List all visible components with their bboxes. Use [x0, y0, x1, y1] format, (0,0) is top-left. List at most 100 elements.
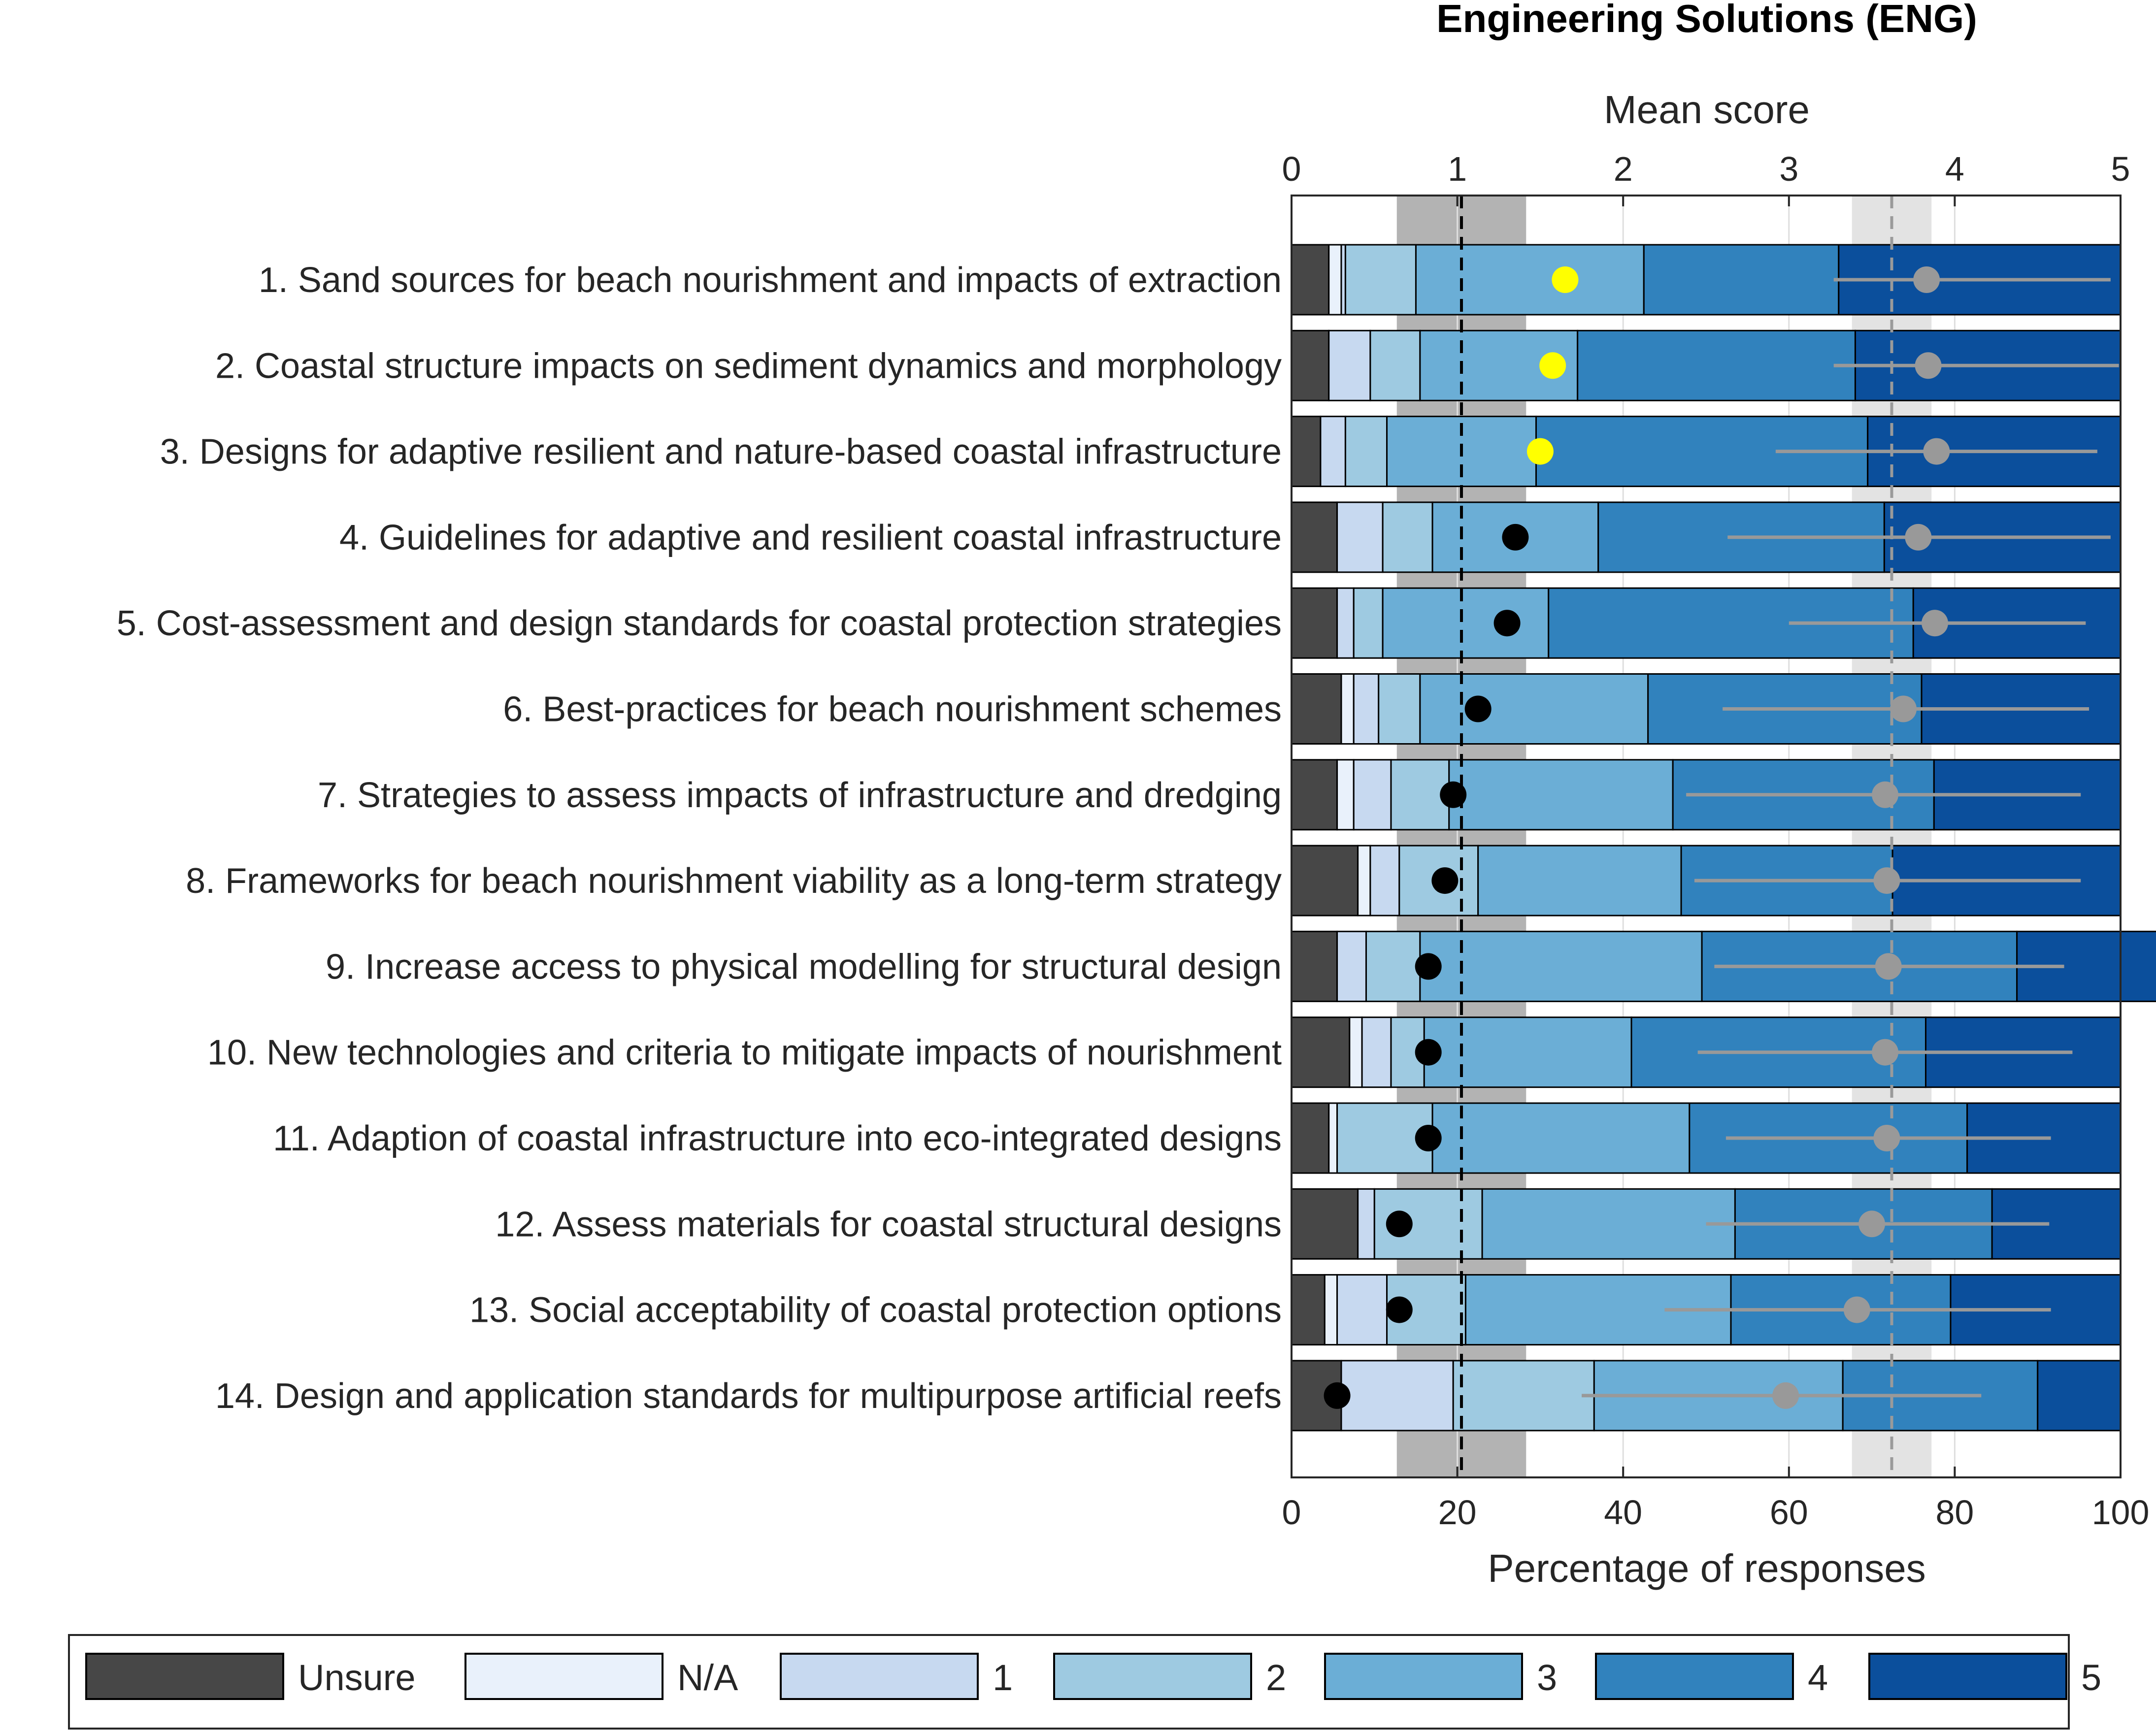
bar-segment: [1291, 587, 1338, 659]
legend-label: 1: [993, 1657, 1013, 1698]
category-label: 11. Adaption of coastal infrastructure i…: [273, 1119, 1282, 1158]
bar-segment: [1431, 1102, 1691, 1174]
mean-score-marker: [1890, 695, 1917, 722]
category-label: 13. Social acceptability of coastal prot…: [469, 1291, 1282, 1330]
bar-segment: [1320, 416, 1346, 488]
bar-segment: [1291, 930, 1338, 1002]
bar-segment: [1378, 673, 1421, 745]
bottom-tick-label: 100: [2092, 1493, 2150, 1532]
category-label: 10. New technologies and criteria to mit…: [207, 1033, 1282, 1073]
bar-segment: [1448, 759, 1674, 831]
percent-marker: [1526, 438, 1554, 465]
plot-area: 1. Sand sources for beach nourishment an…: [117, 150, 2156, 1532]
bar-segment: [1291, 416, 1322, 488]
bar-segment: [1291, 244, 1330, 316]
legend-swatch-n-a: [464, 1653, 663, 1700]
mean-score-marker: [1772, 1382, 1799, 1409]
top-tick-label: 4: [1945, 150, 1964, 188]
bar-segment: [1452, 1360, 1595, 1432]
chart-title: Engineering Solutions (ENG): [1436, 0, 1977, 40]
bar-segment: [1328, 329, 1371, 401]
mean-score-marker: [1915, 352, 1942, 379]
bar-segment: [1336, 587, 1355, 659]
bar-segment: [1415, 244, 1645, 316]
bar-segment: [1577, 329, 1856, 401]
mean-score-marker: [1872, 1039, 1899, 1066]
mean-score-marker: [1875, 953, 1902, 980]
bottom-tick-label: 80: [1935, 1493, 1974, 1532]
percent-marker: [1502, 523, 1529, 551]
legend-swatch-5: [1868, 1653, 2067, 1700]
bar-segment: [1357, 845, 1371, 916]
percent-marker: [1440, 781, 1467, 808]
category-label: 3. Designs for adaptive resilient and na…: [160, 432, 1282, 472]
top-tick-label: 1: [1448, 150, 1467, 188]
bar-segment: [1328, 244, 1342, 316]
percent-marker: [1431, 867, 1459, 894]
category-label: 5. Cost-assessment and design standards …: [117, 604, 1282, 643]
bar-segment: [1291, 501, 1338, 573]
legend-label: 2: [1266, 1657, 1286, 1698]
legend-label: 3: [1537, 1657, 1557, 1698]
bar-segment: [1291, 845, 1359, 916]
category-label: 9. Increase access to physical modelling…: [326, 947, 1282, 986]
bar-segment: [1336, 759, 1355, 831]
legend-label: N/A: [677, 1657, 738, 1698]
bar-segment: [1291, 1016, 1351, 1088]
bar-segment: [1344, 244, 1417, 316]
bar-segment: [1291, 329, 1330, 401]
category-label: 2. Coastal structure impacts on sediment…: [215, 346, 1282, 386]
bottom-tick-label: 60: [1770, 1493, 1808, 1532]
bar-segment: [1328, 1102, 1338, 1174]
percent-marker: [1493, 610, 1521, 637]
bar-segment: [1291, 1274, 1326, 1346]
bar-segment: [1643, 244, 1840, 316]
mean-score-marker: [1843, 1296, 1870, 1323]
mean-score-marker: [1872, 781, 1899, 808]
legend: Unsure N/A 1 2 3 4 5: [68, 1634, 2101, 1730]
category-label: 1. Sand sources for beach nourishment an…: [259, 261, 1282, 300]
mean-score-marker: [1922, 610, 1949, 637]
bar-segment: [1336, 501, 1384, 573]
bar-segment: [1336, 930, 1367, 1002]
bar-segment: [1353, 587, 1384, 659]
bar-segment: [1477, 845, 1682, 916]
bar-segment: [1382, 587, 1550, 659]
bar-segment: [1291, 673, 1342, 745]
bar-segment: [1344, 416, 1388, 488]
plot-frame: [1291, 195, 2122, 1478]
bar-segment: [2037, 1360, 2122, 1432]
bar-segment: [1291, 759, 1338, 831]
mean-score-marker: [1873, 867, 1900, 894]
legend-swatch-1: [780, 1653, 979, 1700]
bottom-tick-label: 40: [1604, 1493, 1642, 1532]
percent-marker: [1386, 1210, 1413, 1238]
percent-marker: [1415, 953, 1442, 980]
legend-label: Unsure: [298, 1657, 416, 1698]
mean-score-marker: [1873, 1125, 1900, 1151]
bottom-tick-label: 20: [1438, 1493, 1477, 1532]
bar-segment: [1336, 1274, 1388, 1346]
bar-segment: [1369, 845, 1400, 916]
bar-segment: [1361, 1016, 1392, 1088]
percent-marker: [1324, 1382, 1351, 1409]
percent-marker: [1464, 695, 1492, 722]
percent-marker: [1415, 1125, 1442, 1151]
bar-segment: [1423, 1016, 1632, 1088]
top-tick-label: 5: [2111, 150, 2130, 188]
bar-segment: [1291, 1102, 1330, 1174]
bar-segment: [1353, 673, 1380, 745]
legend-label: 4: [1808, 1657, 1828, 1698]
bar-segment: [1340, 1360, 1454, 1432]
bar-segment: [1340, 673, 1355, 745]
legend-label: 5: [2081, 1657, 2101, 1698]
percent-marker: [1552, 266, 1579, 293]
bar-segment: [1365, 930, 1421, 1002]
mean-score-marker: [1905, 523, 1932, 551]
legend-swatch-2: [1053, 1653, 1252, 1700]
bottom-axis-label: Percentage of responses: [1488, 1546, 1925, 1590]
category-label: 14. Design and application standards for…: [215, 1376, 1282, 1416]
bottom-tick-label: 0: [1282, 1493, 1301, 1532]
bar-segment: [1353, 759, 1392, 831]
